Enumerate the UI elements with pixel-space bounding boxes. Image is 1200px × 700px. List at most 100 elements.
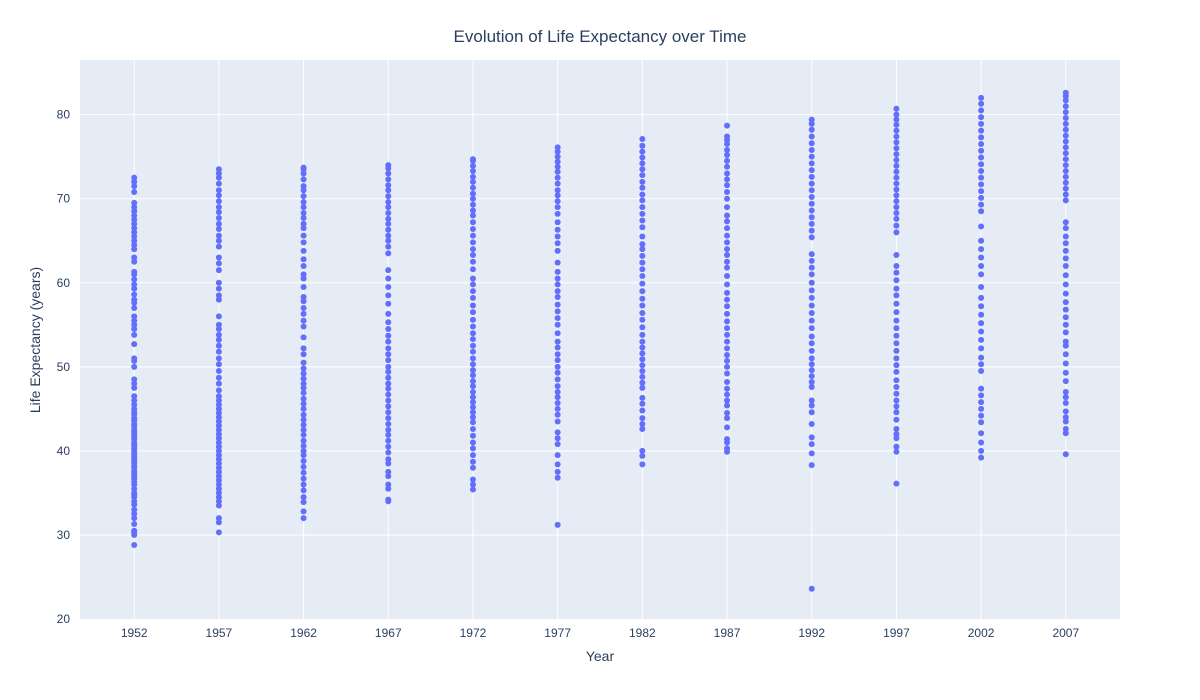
data-point[interactable] — [639, 136, 646, 143]
data-point[interactable] — [808, 153, 815, 160]
data-point[interactable] — [300, 294, 307, 301]
data-point[interactable] — [300, 304, 307, 311]
data-point[interactable] — [1062, 138, 1069, 145]
data-point[interactable] — [1062, 342, 1069, 349]
data-point[interactable] — [724, 318, 731, 325]
data-point[interactable] — [385, 345, 392, 352]
data-point[interactable] — [1062, 430, 1069, 437]
data-point[interactable] — [808, 402, 815, 409]
data-point[interactable] — [1062, 369, 1069, 376]
data-point[interactable] — [639, 426, 646, 433]
data-point[interactable] — [978, 320, 985, 327]
data-point[interactable] — [978, 120, 985, 127]
data-point[interactable] — [554, 399, 561, 406]
data-point[interactable] — [385, 397, 392, 404]
data-point[interactable] — [469, 336, 476, 343]
data-point[interactable] — [131, 291, 138, 298]
data-point[interactable] — [808, 173, 815, 180]
data-point[interactable] — [469, 414, 476, 421]
data-point[interactable] — [808, 187, 815, 194]
data-point[interactable] — [385, 215, 392, 222]
data-point[interactable] — [1062, 247, 1069, 254]
data-point[interactable] — [808, 347, 815, 354]
data-point[interactable] — [554, 268, 561, 275]
data-point[interactable] — [385, 300, 392, 307]
data-point[interactable] — [385, 431, 392, 438]
data-point[interactable] — [469, 207, 476, 214]
data-point[interactable] — [215, 460, 222, 467]
data-point[interactable] — [724, 163, 731, 170]
data-point[interactable] — [300, 400, 307, 407]
data-point[interactable] — [1062, 120, 1069, 127]
data-point[interactable] — [893, 480, 900, 487]
data-point[interactable] — [554, 363, 561, 370]
data-point[interactable] — [978, 430, 985, 437]
data-point[interactable] — [554, 210, 561, 217]
data-point[interactable] — [385, 481, 392, 488]
data-point[interactable] — [300, 193, 307, 200]
data-point[interactable] — [469, 195, 476, 202]
data-point[interactable] — [131, 208, 138, 215]
data-point[interactable] — [300, 256, 307, 263]
data-point[interactable] — [215, 397, 222, 404]
data-point[interactable] — [385, 170, 392, 177]
data-point[interactable] — [1062, 290, 1069, 297]
data-point[interactable] — [893, 332, 900, 339]
data-point[interactable] — [469, 294, 476, 301]
data-point[interactable] — [554, 344, 561, 351]
data-point[interactable] — [300, 310, 307, 317]
data-point[interactable] — [639, 217, 646, 224]
data-point[interactable] — [469, 361, 476, 368]
data-point[interactable] — [385, 187, 392, 194]
data-point[interactable] — [215, 174, 222, 181]
data-point[interactable] — [639, 184, 646, 191]
data-point[interactable] — [808, 146, 815, 153]
data-point[interactable] — [893, 105, 900, 112]
data-point[interactable] — [639, 452, 646, 459]
data-point[interactable] — [131, 225, 138, 232]
data-point[interactable] — [808, 214, 815, 221]
data-point[interactable] — [724, 239, 731, 246]
data-point[interactable] — [639, 373, 646, 380]
data-point[interactable] — [300, 345, 307, 352]
data-point[interactable] — [215, 342, 222, 349]
data-point[interactable] — [554, 198, 561, 205]
data-point[interactable] — [215, 170, 222, 177]
data-point[interactable] — [554, 168, 561, 175]
data-point[interactable] — [300, 239, 307, 246]
data-point[interactable] — [469, 184, 476, 191]
data-point[interactable] — [300, 411, 307, 418]
data-point[interactable] — [215, 374, 222, 381]
data-point[interactable] — [469, 275, 476, 282]
data-point[interactable] — [385, 243, 392, 250]
data-point[interactable] — [469, 316, 476, 323]
data-point[interactable] — [724, 258, 731, 265]
data-point[interactable] — [131, 241, 138, 248]
data-point[interactable] — [469, 258, 476, 265]
data-point[interactable] — [724, 370, 731, 377]
data-point[interactable] — [808, 310, 815, 317]
data-point[interactable] — [131, 384, 138, 391]
data-point[interactable] — [808, 220, 815, 227]
data-point[interactable] — [300, 515, 307, 522]
data-point[interactable] — [300, 405, 307, 412]
data-point[interactable] — [215, 325, 222, 332]
data-point[interactable] — [639, 166, 646, 173]
data-point[interactable] — [724, 436, 731, 443]
data-point[interactable] — [639, 350, 646, 357]
data-point[interactable] — [131, 321, 138, 328]
data-point[interactable] — [215, 414, 222, 421]
data-point[interactable] — [639, 246, 646, 253]
data-point[interactable] — [385, 204, 392, 211]
data-point[interactable] — [1062, 179, 1069, 186]
data-point[interactable] — [469, 190, 476, 197]
data-point[interactable] — [639, 447, 646, 454]
data-point[interactable] — [1062, 150, 1069, 157]
data-point[interactable] — [385, 351, 392, 358]
data-point[interactable] — [215, 204, 222, 211]
data-point[interactable] — [385, 237, 392, 244]
data-point[interactable] — [1062, 89, 1069, 96]
data-point[interactable] — [724, 352, 731, 359]
data-point[interactable] — [554, 148, 561, 155]
data-point[interactable] — [893, 317, 900, 324]
